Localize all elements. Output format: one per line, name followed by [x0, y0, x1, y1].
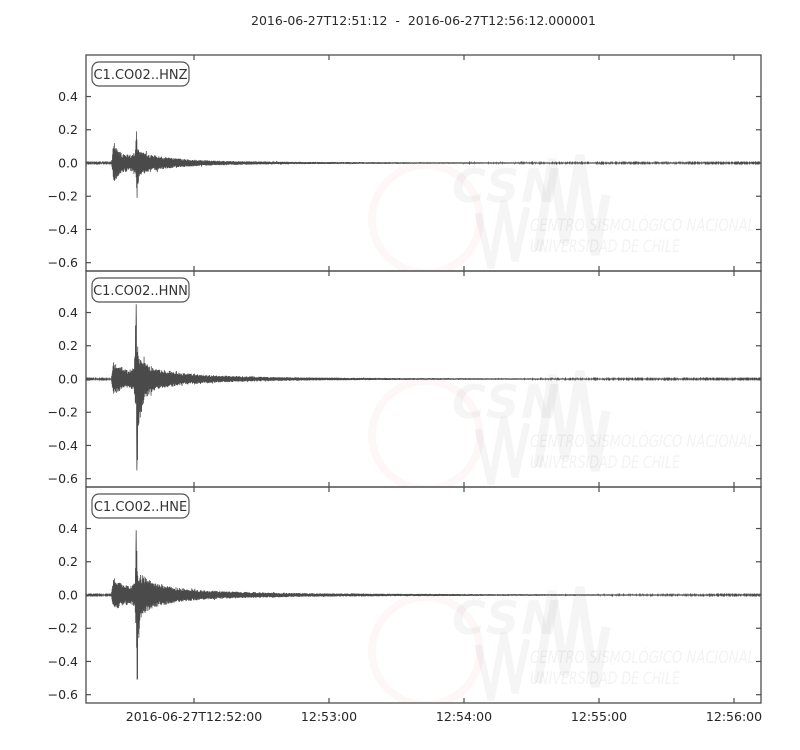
- watermark-acronym: CSN: [452, 159, 562, 213]
- channel-badge: [91, 61, 190, 87]
- x-tick-label-4: 12:56:00: [706, 709, 762, 724]
- y-tick-label: 0.2: [58, 554, 78, 569]
- watermark-zigzag-icon: [533, 370, 611, 472]
- trace-hnz: [85, 131, 762, 198]
- y-tick-label: 0.0: [58, 587, 78, 602]
- watermark-zigzag-icon-small: [474, 632, 531, 701]
- y-tick-label: 0.2: [58, 122, 78, 137]
- watermark-acronym: CSN: [452, 591, 562, 645]
- watermark-acronym: CSN: [452, 375, 562, 429]
- watermark-zigzag-icon-small: [474, 200, 531, 269]
- watermark-line2: UNIVERSIDAD DE CHILE: [530, 669, 680, 689]
- watermark-line1: CENTRO SISMOLÓGICO NACIONAL: [530, 214, 755, 236]
- watermark-line1: CENTRO SISMOLÓGICO NACIONAL: [530, 646, 755, 668]
- y-tick-label: 0.4: [58, 521, 78, 536]
- x-tick-label-3: 12:55:00: [571, 709, 627, 724]
- trace-hne: [85, 530, 762, 680]
- y-tick-label: −0.2: [48, 189, 78, 204]
- y-tick-label: −0.4: [48, 654, 78, 669]
- x-tick-label-2: 12:54:00: [436, 709, 492, 724]
- watermark-line1: CENTRO SISMOLÓGICO NACIONAL: [530, 430, 755, 452]
- y-tick-label: −0.6: [48, 255, 78, 270]
- watermark-line2: UNIVERSIDAD DE CHILE: [530, 237, 680, 257]
- y-tick-label: 0.2: [58, 338, 78, 353]
- channel-badge-label: C1.CO02..HNN: [93, 284, 188, 299]
- channel-badge: [91, 493, 190, 519]
- trace-hnn: [85, 304, 762, 471]
- y-tick-label: 0.4: [58, 89, 78, 104]
- watermark-swoosh: [368, 377, 484, 487]
- x-tick-label-1: 12:53:00: [301, 709, 357, 724]
- y-tick-label: −0.6: [48, 687, 78, 702]
- y-tick-label: 0.4: [58, 305, 78, 320]
- y-tick-label: −0.2: [48, 621, 78, 636]
- y-tick-label: −0.4: [48, 438, 78, 453]
- watermark-swoosh: [368, 161, 484, 271]
- watermark-zigzag-icon: [533, 154, 611, 256]
- watermark-line2: UNIVERSIDAD DE CHILE: [530, 453, 680, 473]
- figure-title: 2016-06-27T12:51:12 - 2016-06-27T12:56:1…: [251, 13, 596, 28]
- x-tick-label-0: 2016-06-27T12:52:00: [126, 709, 262, 724]
- watermark-zigzag-icon: [533, 586, 611, 688]
- watermark-swoosh: [368, 593, 484, 703]
- channel-badge-label: C1.CO02..HNZ: [93, 68, 187, 83]
- y-tick-label: −0.2: [48, 405, 78, 420]
- y-tick-label: 0.0: [58, 155, 78, 170]
- y-tick-label: −0.4: [48, 222, 78, 237]
- channel-badge-label: C1.CO02..HNE: [94, 500, 187, 515]
- channel-badge: [91, 277, 190, 303]
- y-tick-label: 0.0: [58, 371, 78, 386]
- y-tick-label: −0.6: [48, 471, 78, 486]
- watermark-zigzag-icon-small: [474, 416, 531, 485]
